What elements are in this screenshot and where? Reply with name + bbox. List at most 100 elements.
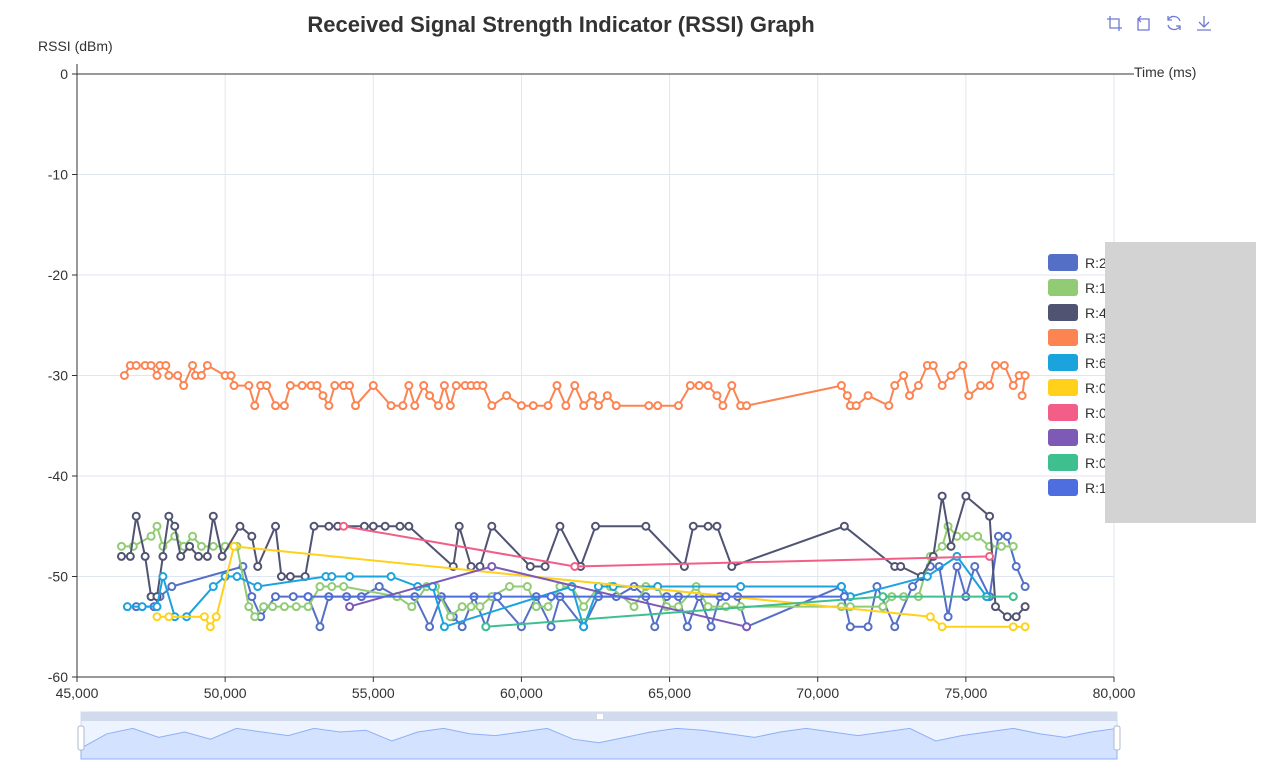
legend-item[interactable]: R:0 xyxy=(1048,450,1148,475)
data-point xyxy=(176,551,186,561)
data-point xyxy=(386,401,396,411)
series-line xyxy=(157,545,1026,629)
data-point xyxy=(152,612,162,622)
data-point xyxy=(202,360,212,370)
legend-swatch xyxy=(1048,454,1078,471)
data-point xyxy=(505,582,515,592)
data-point xyxy=(339,582,349,592)
data-point xyxy=(226,371,236,380)
series-3 xyxy=(119,360,1030,411)
data-point xyxy=(324,521,334,531)
data-point xyxy=(345,572,355,581)
legend-item[interactable]: R:0 xyxy=(1048,400,1148,425)
zoom-icon[interactable] xyxy=(1104,12,1124,34)
legend-swatch xyxy=(1048,279,1078,296)
data-point xyxy=(493,592,503,602)
legend-item[interactable]: R:6 xyxy=(1048,350,1148,375)
data-point xyxy=(973,531,983,541)
data-point xyxy=(247,531,257,541)
data-point xyxy=(167,582,177,592)
legend-item[interactable]: R:3 xyxy=(1048,325,1148,350)
data-point xyxy=(131,511,141,521)
data-point xyxy=(386,572,396,581)
data-point xyxy=(736,582,746,592)
zoom-reset-icon[interactable] xyxy=(1134,12,1154,34)
data-point xyxy=(908,582,918,592)
data-point xyxy=(315,622,325,632)
data-point xyxy=(706,622,716,632)
data-point xyxy=(202,551,212,561)
data-point xyxy=(425,622,435,632)
data-point xyxy=(937,541,947,551)
restore-icon[interactable] xyxy=(1164,12,1184,34)
data-point xyxy=(395,521,405,531)
legend-item[interactable]: R:1 xyxy=(1048,475,1148,500)
y-tick-label: -20 xyxy=(48,267,68,283)
data-point xyxy=(742,622,752,632)
data-point xyxy=(653,401,663,411)
data-point xyxy=(193,551,203,561)
data-point xyxy=(561,401,571,411)
data-point xyxy=(196,371,206,380)
data-point xyxy=(454,521,464,531)
data-point xyxy=(721,592,731,602)
legend-label: R:6 xyxy=(1085,354,1107,371)
data-point xyxy=(211,612,221,622)
data-point xyxy=(579,622,589,632)
data-point xyxy=(588,391,598,401)
legend-label: R:1 xyxy=(1085,279,1107,296)
data-point xyxy=(232,572,242,581)
data-point xyxy=(703,521,713,531)
data-point xyxy=(502,391,512,401)
data-point xyxy=(685,381,695,391)
data-point xyxy=(457,602,467,612)
x-tick-label: 70,000 xyxy=(796,685,839,701)
legend-item[interactable]: R:0 xyxy=(1048,375,1148,400)
series-7 xyxy=(345,561,752,632)
series-6 xyxy=(339,521,995,571)
data-point xyxy=(185,541,195,551)
data-point xyxy=(703,381,713,391)
data-point xyxy=(487,521,497,531)
data-point xyxy=(208,582,218,592)
data-point xyxy=(285,381,295,391)
data-point xyxy=(152,521,162,531)
data-point xyxy=(682,622,692,632)
save-image-icon[interactable] xyxy=(1194,12,1214,34)
legend-item[interactable]: R:1 xyxy=(1048,275,1148,300)
data-point xyxy=(152,371,162,380)
data-point xyxy=(1008,541,1018,551)
data-point xyxy=(546,592,556,602)
data-point xyxy=(368,521,378,531)
data-point xyxy=(152,602,162,612)
legend-label: R:0 xyxy=(1085,404,1107,421)
data-point xyxy=(425,391,435,401)
data-point xyxy=(884,401,894,411)
legend-swatch xyxy=(1048,429,1078,446)
data-point xyxy=(899,371,909,380)
data-point xyxy=(161,360,171,370)
series-8 xyxy=(481,592,1018,632)
data-point xyxy=(170,521,180,531)
data-point xyxy=(146,531,156,541)
legend-item[interactable]: R:0 xyxy=(1048,425,1148,450)
legend-swatch xyxy=(1048,404,1078,421)
data-point xyxy=(196,541,206,551)
data-point xyxy=(487,561,497,571)
x-tick-label: 50,000 xyxy=(204,685,247,701)
data-point xyxy=(324,401,334,411)
y-tick-label: -10 xyxy=(48,167,68,183)
data-point xyxy=(712,391,722,401)
data-point xyxy=(611,401,621,411)
series-line xyxy=(343,525,990,568)
data-point xyxy=(970,561,980,571)
data-point xyxy=(1017,391,1027,401)
legend-item[interactable]: R:2 xyxy=(1048,250,1148,275)
data-point xyxy=(291,602,301,612)
data-point xyxy=(996,541,1006,551)
data-point xyxy=(285,572,295,581)
data-point xyxy=(247,592,257,602)
legend-item[interactable]: R:4 xyxy=(1048,300,1148,325)
data-point xyxy=(173,371,183,380)
